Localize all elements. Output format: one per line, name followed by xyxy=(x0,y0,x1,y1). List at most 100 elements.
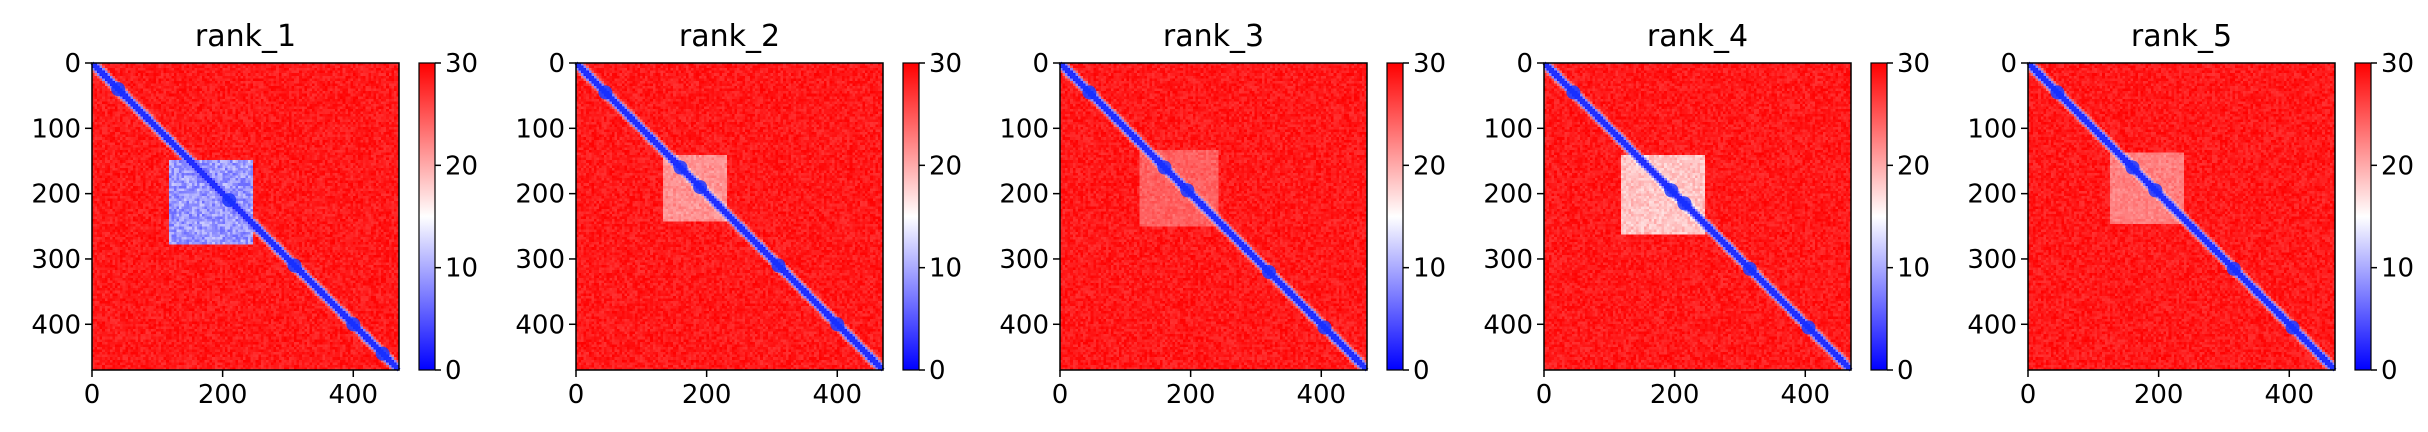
x-tick-label: 0 xyxy=(2020,380,2037,410)
diagonal-spot xyxy=(2148,183,2163,198)
x-tick-label: 400 xyxy=(812,380,862,410)
x-tick-label: 200 xyxy=(198,380,248,410)
diagonal-spot xyxy=(2050,85,2065,100)
diagonal-spot xyxy=(1801,320,1816,335)
y-tick-label: 300 xyxy=(31,245,81,275)
diagonal-spot xyxy=(1157,160,1172,175)
colorbar xyxy=(1870,62,1888,371)
colorbar-tick-label: 10 xyxy=(1897,254,1930,284)
colorbar-tick-label: 20 xyxy=(445,151,478,181)
diagonal-line xyxy=(574,61,885,372)
x-tick-label: 400 xyxy=(1780,380,1830,410)
chart-title: rank_4 xyxy=(1647,19,1748,54)
diagonal-spot xyxy=(830,317,845,332)
y-tick-label: 400 xyxy=(999,310,1049,340)
x-tick-label: 200 xyxy=(1650,380,1700,410)
diagonal-spot xyxy=(2125,160,2140,175)
diagonal-spot xyxy=(1180,183,1195,198)
colorbar-tick-label: 10 xyxy=(445,254,478,284)
y-tick-label: 0 xyxy=(2000,49,2017,79)
chart-title: rank_2 xyxy=(679,19,780,54)
colorbar xyxy=(418,62,436,371)
x-tick-label: 200 xyxy=(682,380,732,410)
y-tick-label: 200 xyxy=(515,180,565,210)
y-tick-label: 400 xyxy=(515,310,565,340)
y-tick-label: 100 xyxy=(515,114,565,144)
y-tick-label: 0 xyxy=(64,49,81,79)
panel-1: rank_1 0 100 200 300 400 0 200 400 0 10 20 30 xyxy=(31,19,478,410)
x-tick-label: 400 xyxy=(2264,380,2314,410)
diagonal-line xyxy=(2026,61,2337,372)
x-tick-label: 0 xyxy=(1052,380,1069,410)
y-tick-label: 0 xyxy=(1516,49,1533,79)
colorbar xyxy=(902,62,920,371)
y-tick-label: 100 xyxy=(1967,114,2017,144)
diagonal-spot xyxy=(1677,196,1692,211)
y-tick-label: 200 xyxy=(1967,180,2017,210)
y-tick-label: 300 xyxy=(1967,245,2017,275)
colorbar-tick-label: 30 xyxy=(1897,49,1930,79)
diagonal-spot xyxy=(346,317,361,332)
colorbar-tick-label: 20 xyxy=(1897,151,1930,181)
axes-frame xyxy=(91,62,400,371)
diagonal-spot xyxy=(1742,261,1757,276)
colorbar-tick-label: 10 xyxy=(929,254,962,284)
colorbar-tick-label: 0 xyxy=(929,356,946,386)
colorbar-tick-label: 20 xyxy=(929,151,962,181)
diagonal-spot xyxy=(771,258,786,273)
colorbar xyxy=(1386,62,1404,371)
diagonal-spot xyxy=(1317,320,1332,335)
axes-frame xyxy=(2027,62,2336,371)
x-tick-label: 0 xyxy=(84,380,101,410)
y-tick-label: 200 xyxy=(999,180,1049,210)
colorbar-tick-label: 20 xyxy=(1413,151,1446,181)
x-tick-label: 400 xyxy=(328,380,378,410)
colorbar-tick-label: 0 xyxy=(2381,356,2398,386)
axes-frame xyxy=(1543,62,1852,371)
colorbar-tick-label: 30 xyxy=(445,49,478,79)
colorbar-tick-label: 30 xyxy=(1413,49,1446,79)
y-tick-label: 400 xyxy=(1483,310,1533,340)
diagonal-spot xyxy=(693,180,708,195)
x-tick-label: 400 xyxy=(1296,380,1346,410)
diagonal-line xyxy=(1542,61,1853,372)
x-tick-label: 200 xyxy=(1166,380,1216,410)
diagonal-spot xyxy=(375,346,390,361)
diagonal-spot xyxy=(1082,85,1097,100)
diagonal-spot xyxy=(2285,320,2300,335)
colorbar-tick-label: 0 xyxy=(1413,356,1430,386)
colorbar-tick-label: 30 xyxy=(2381,49,2414,79)
x-tick-label: 0 xyxy=(1536,380,1553,410)
colorbar-tick-label: 0 xyxy=(445,356,462,386)
panel-2: rank_2 0 100 200 300 400 0 200 400 0 10 20 30 xyxy=(515,19,962,410)
colorbar-tick-label: 10 xyxy=(1413,254,1446,284)
panel-3: rank_3 0 100 200 300 400 0 200 400 0 10 20 30 xyxy=(999,19,1446,410)
diagonal-spot xyxy=(2226,261,2241,276)
axes-frame xyxy=(1059,62,1368,371)
y-tick-label: 400 xyxy=(1967,310,2017,340)
y-tick-label: 100 xyxy=(31,114,81,144)
colorbar-tick-label: 30 xyxy=(929,49,962,79)
panel-5: rank_5 0 100 200 300 400 0 200 400 0 10 20 30 xyxy=(1967,19,2414,410)
diagonal-spot xyxy=(111,82,126,97)
colorbar xyxy=(2354,62,2372,371)
colorbar-tick-label: 0 xyxy=(1897,356,1914,386)
diagonal-spot xyxy=(673,160,688,175)
diagonal-spot xyxy=(598,85,613,100)
y-tick-label: 0 xyxy=(548,49,565,79)
colorbar-tick-label: 20 xyxy=(2381,151,2414,181)
diagonal-spot xyxy=(222,193,237,208)
y-tick-label: 100 xyxy=(999,114,1049,144)
y-tick-label: 200 xyxy=(31,180,81,210)
y-tick-label: 200 xyxy=(1483,180,1533,210)
diagonal-spot xyxy=(287,258,302,273)
colorbar-tick-label: 10 xyxy=(2381,254,2414,284)
chart-title: rank_1 xyxy=(195,19,296,54)
x-tick-label: 200 xyxy=(2134,380,2184,410)
y-tick-label: 300 xyxy=(515,245,565,275)
chart-title: rank_3 xyxy=(1163,19,1264,54)
panel-4: rank_4 0 100 200 300 400 0 200 400 0 10 20 30 xyxy=(1483,19,1930,410)
diagonal-line xyxy=(90,61,401,372)
chart-title: rank_5 xyxy=(2131,19,2232,54)
